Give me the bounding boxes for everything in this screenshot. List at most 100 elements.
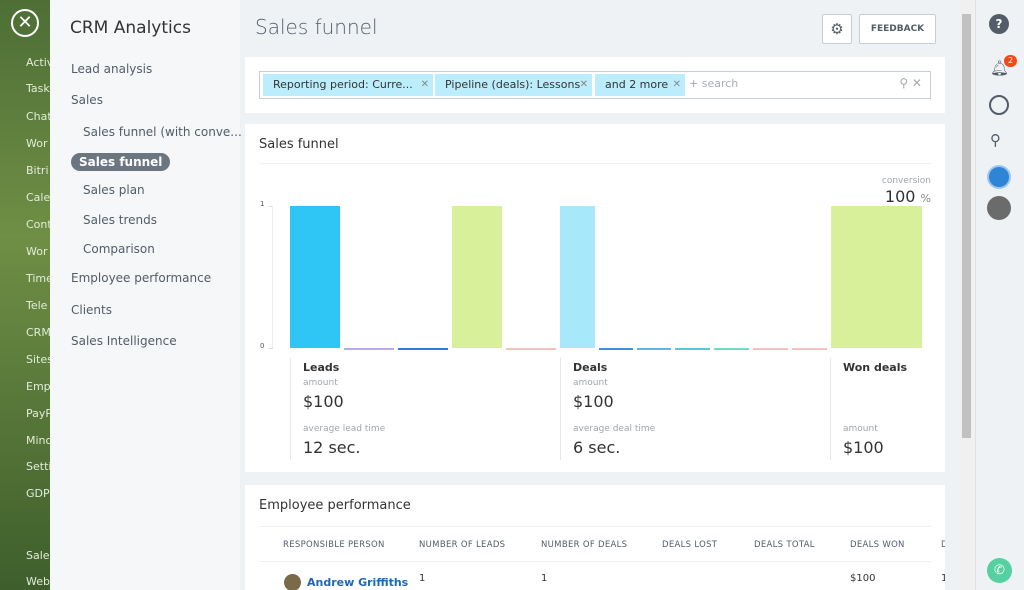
nav-item[interactable]: Sales trends: [83, 213, 157, 227]
funnel-bar: [398, 348, 448, 350]
tag-text: Pipeline (deals): Lessons: [445, 78, 580, 91]
app-menu-item[interactable]: Sites: [26, 353, 50, 366]
sidebar: CRM Analytics Lead analysis Sales Sales fu…: [50, 0, 240, 590]
app-menu-item[interactable]: Bitri: [26, 164, 49, 177]
app-menu-item[interactable]: Chat: [26, 110, 50, 123]
nav-item[interactable]: Comparison: [83, 242, 155, 256]
settings-button[interactable]: ⚙: [822, 14, 852, 44]
badge: 2: [1004, 55, 1017, 67]
nav-item[interactable]: Employee performance: [71, 271, 211, 285]
cell: 1: [419, 573, 425, 584]
app-menu-item[interactable]: PayP: [26, 407, 50, 420]
filter-tag[interactable]: Reporting period: Curre...✕: [263, 74, 433, 96]
call-button[interactable]: ✆: [987, 558, 1012, 583]
nav-item[interactable]: Clients: [71, 303, 112, 317]
stage-divider: [830, 358, 831, 460]
page-title: Sales funnel: [255, 15, 378, 39]
time: 12 sec.: [303, 438, 361, 457]
cell: 1: [941, 573, 945, 584]
funnel-bar: [452, 206, 502, 348]
funnel-bar: [792, 348, 827, 350]
stage-divider: [560, 358, 561, 460]
funnel-bar: [560, 206, 595, 348]
conversion-unit: %: [921, 192, 931, 205]
app-menu-item[interactable]: Emp: [26, 380, 50, 393]
employee-card: Employee performance RESPONSIBLE PERSONN…: [245, 485, 945, 590]
app-menu-item[interactable]: Mino: [26, 434, 50, 447]
tag-text: and 2 more: [605, 78, 668, 91]
app-menu-item[interactable]: Activ: [26, 56, 50, 69]
chat-icon[interactable]: [989, 95, 1009, 115]
search-icons: ⚲ ✕: [899, 76, 922, 90]
avatar[interactable]: [987, 196, 1011, 220]
amount: $100: [843, 438, 884, 457]
feedback-button[interactable]: FEEDBACK: [859, 14, 936, 44]
shield-icon[interactable]: [987, 165, 1011, 189]
y-tick-label: 1: [260, 200, 264, 208]
column-header: NUMBER OF DEALS: [541, 540, 627, 550]
app-menu-item[interactable]: GDP: [26, 487, 50, 500]
conversion: 100 %: [885, 187, 931, 206]
app-menu-item[interactable]: Wor: [26, 137, 47, 150]
funnel-bar: [753, 348, 788, 350]
app-menu-item[interactable]: Tele: [26, 299, 47, 312]
filter-tag[interactable]: Pipeline (deals): Lessons✕: [435, 74, 592, 96]
card-title: Sales funnel: [259, 137, 339, 152]
search-placeholder: + search: [689, 77, 738, 90]
conversion-value: 100: [885, 187, 916, 206]
nav-item[interactable]: Lead analysis: [71, 62, 152, 76]
column-header: NUMBER OF LEADS: [419, 540, 505, 550]
nav-item[interactable]: Sales funnel (with conve...: [83, 125, 242, 139]
app-menu-item[interactable]: Web: [26, 575, 50, 588]
app-menu-item[interactable]: CRM: [26, 326, 50, 339]
filter-tag[interactable]: and 2 more✕: [595, 74, 685, 96]
help-icon[interactable]: ?: [989, 14, 1009, 34]
search-icon[interactable]: ⚲: [990, 131, 1001, 149]
divider: [259, 526, 931, 527]
funnel-bar: [506, 348, 556, 350]
conversion-label: conversion: [882, 176, 931, 186]
app-menu-item[interactable]: Wor: [26, 245, 47, 258]
nav-item[interactable]: Sales: [71, 93, 103, 107]
scrollbar: [960, 0, 973, 590]
amount-label: amount: [573, 378, 608, 388]
amount-label: amount: [303, 378, 338, 388]
divider: [259, 561, 931, 562]
nav-item[interactable]: Sales funnel: [71, 153, 170, 171]
app-menu-item[interactable]: Time: [26, 272, 50, 285]
column-header: DEALS WON: [850, 540, 905, 550]
filter-input[interactable]: Reporting period: Curre...✕Pipeline (dea…: [259, 71, 931, 99]
tag-remove: ✕: [421, 74, 429, 96]
cell: 1: [541, 573, 547, 584]
column-header: DEALS LOST: [662, 540, 717, 550]
funnel-bar: [290, 206, 340, 348]
funnel-bar: [675, 348, 710, 350]
person-link[interactable]: Andrew Griffiths: [307, 576, 408, 589]
main: Sales funnel ⚙ FEEDBACK Reporting period…: [240, 0, 960, 590]
funnel-bar: [714, 348, 749, 350]
app-menu-item[interactable]: Sales: [26, 549, 50, 562]
amount: $100: [303, 392, 344, 411]
app-menu-item[interactable]: Cale: [26, 191, 50, 204]
axis-line: [272, 206, 273, 348]
tick-mark: [269, 348, 273, 349]
time: 6 sec.: [573, 438, 620, 457]
app-menu-item[interactable]: Setti: [26, 460, 50, 473]
scroll-thumb[interactable]: [962, 14, 971, 438]
nav-item[interactable]: Sales plan: [83, 183, 145, 197]
close-button[interactable]: ✕: [11, 9, 39, 37]
column-header: D: [941, 540, 945, 550]
cell: $100: [850, 573, 875, 584]
funnel-bar: [637, 348, 671, 350]
nav-item[interactable]: Sales Intelligence: [71, 334, 177, 348]
app-menu-item[interactable]: Cont: [26, 218, 50, 231]
sidebar-title: CRM Analytics: [70, 18, 191, 38]
funnel-bar: [344, 348, 394, 350]
right-bar: ? 🔔︎ 2 ⚲ ✆: [975, 0, 1024, 590]
app-menu-item[interactable]: Task: [26, 82, 50, 95]
time-label: average lead time: [303, 424, 385, 434]
y-tick-label: 0: [260, 342, 264, 350]
stage-name: Leads: [303, 361, 339, 374]
column-header: RESPONSIBLE PERSON: [283, 540, 385, 550]
